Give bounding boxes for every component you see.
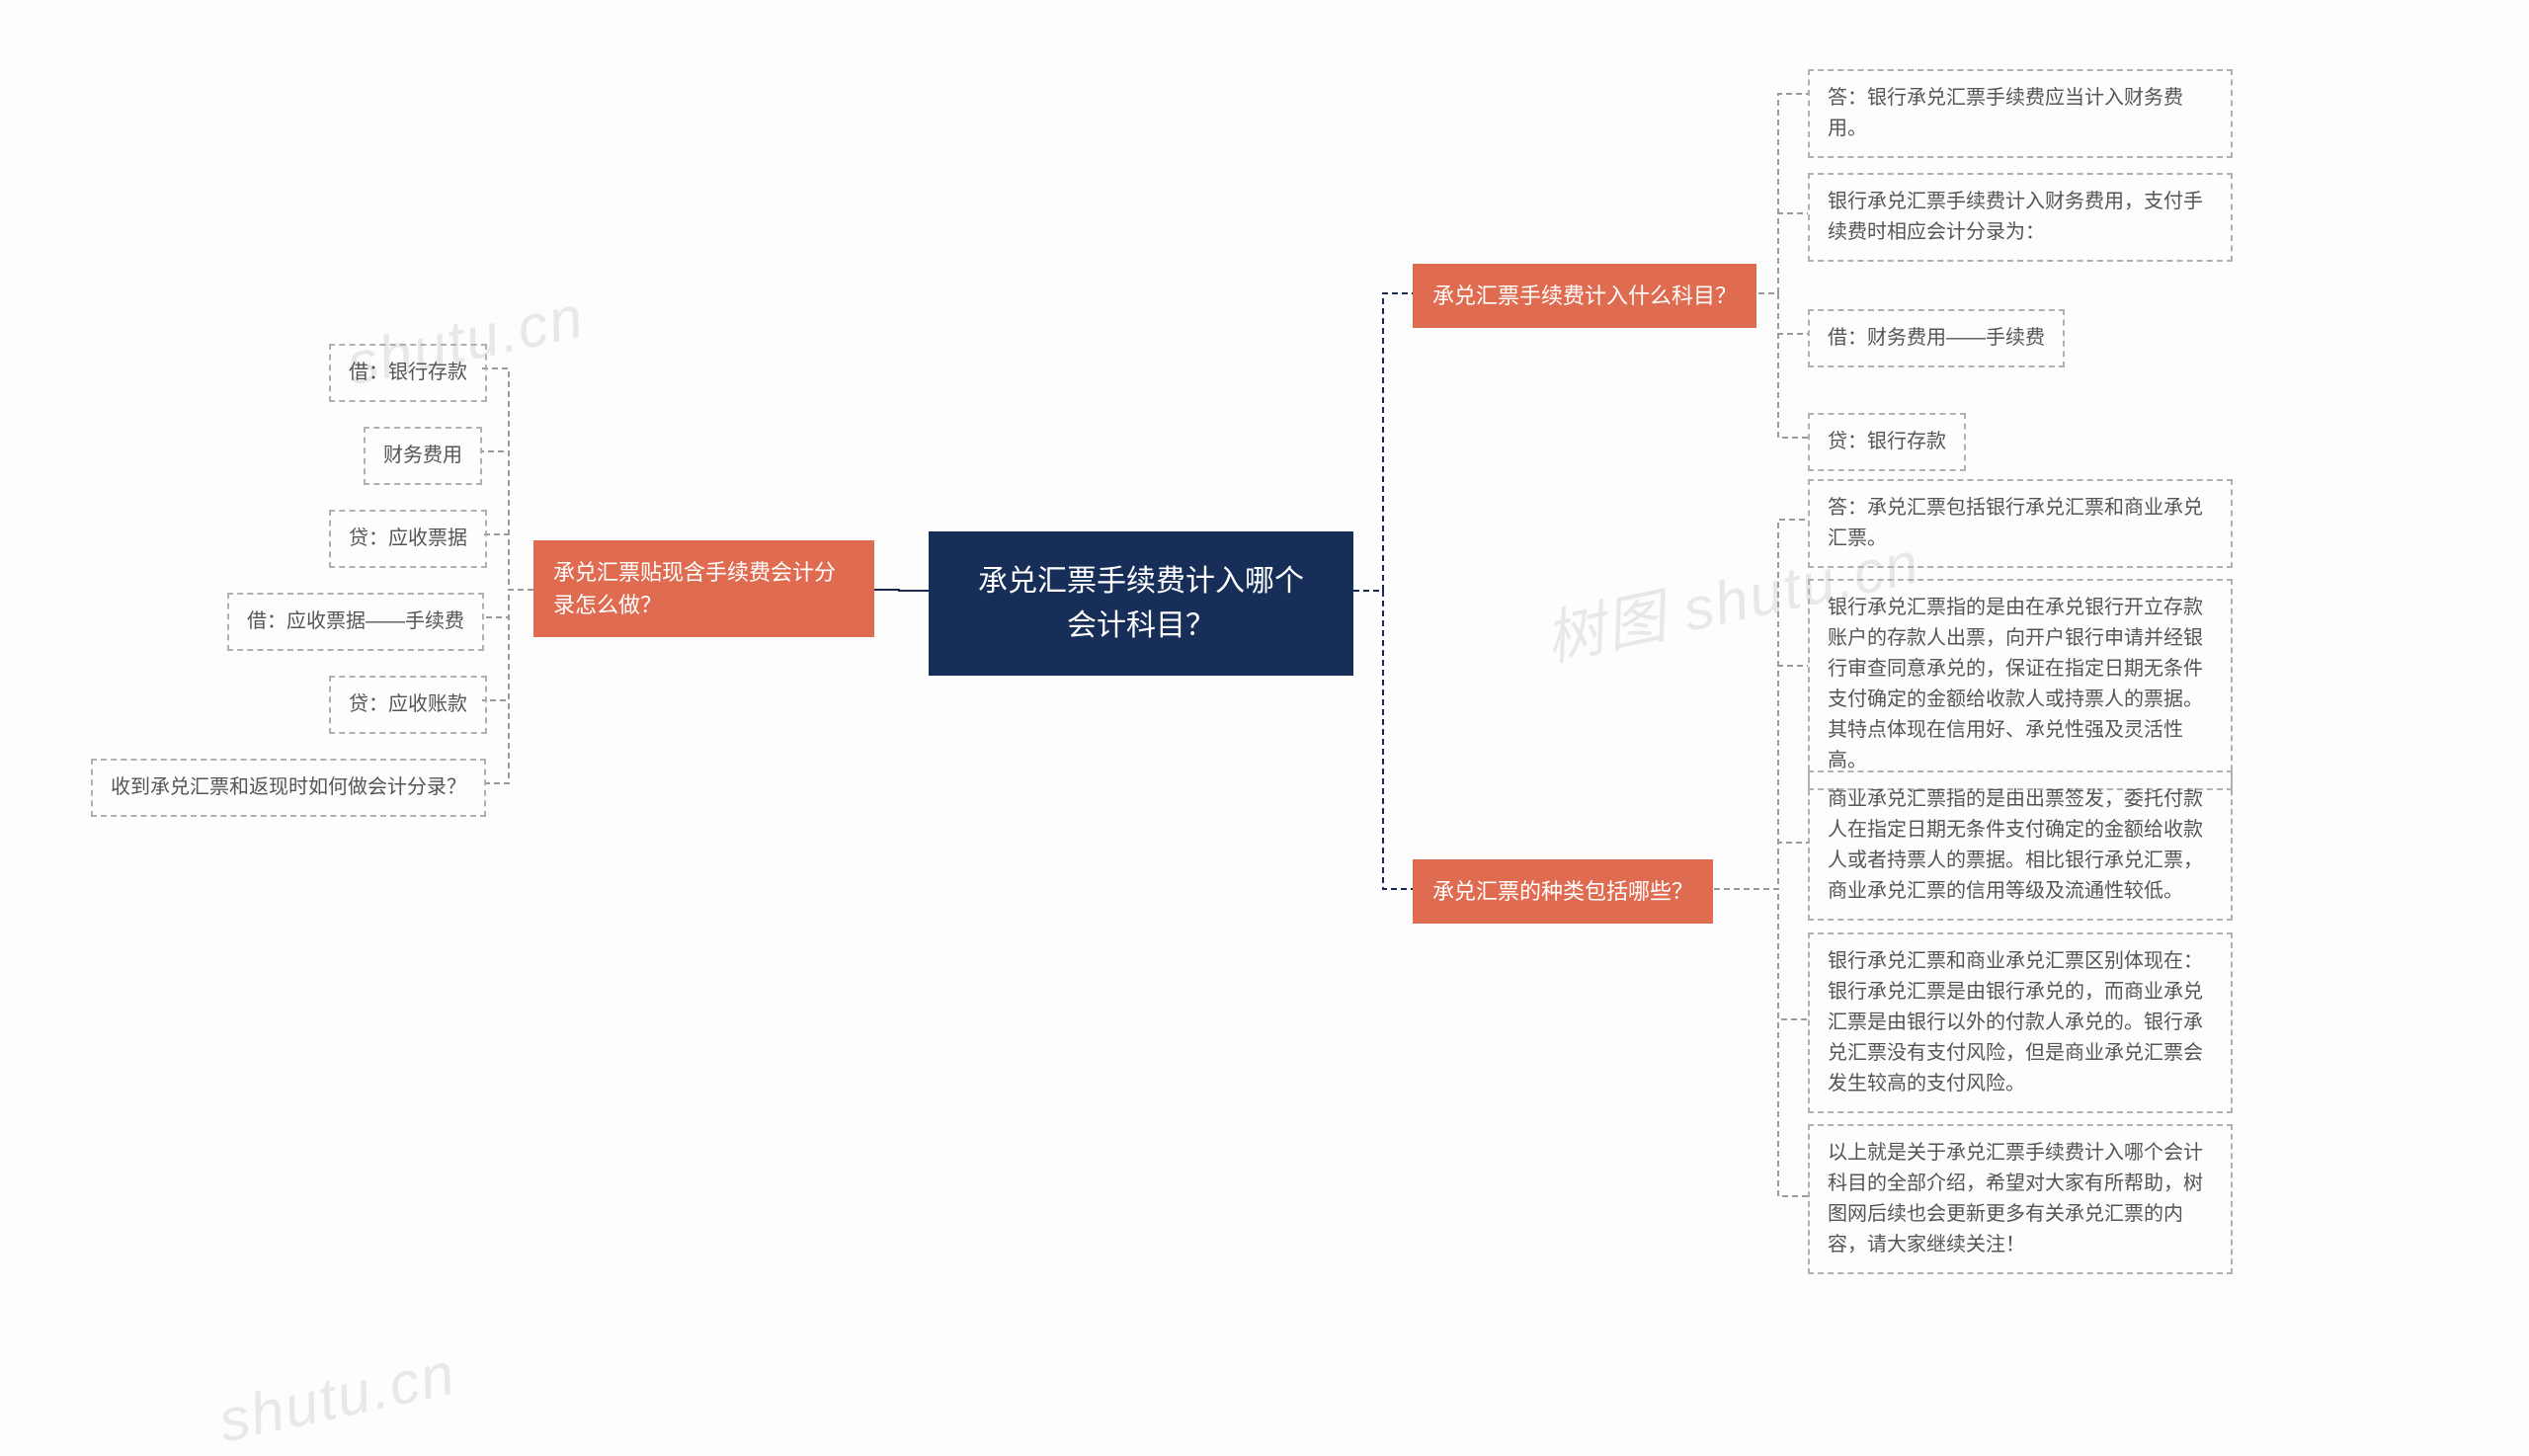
leaf-text: 银行承兑汇票和商业承兑汇票区别体现在：银行承兑汇票是由银行承兑的，而商业承兑汇票… xyxy=(1828,950,2203,1094)
leaf-text: 借：应收票据——手续费 xyxy=(247,610,464,632)
leaf-node[interactable]: 贷：银行存款 xyxy=(1808,413,1966,471)
leaf-text: 答：承兑汇票包括银行承兑汇票和商业承兑汇票。 xyxy=(1828,497,2203,549)
leaf-text: 银行承兑汇票指的是由在承兑银行开立存款账户的存款人出票，向开户银行申请并经银行审… xyxy=(1828,597,2203,771)
watermark: shutu.cn xyxy=(212,1339,461,1456)
leaf-node[interactable]: 以上就是关于承兑汇票手续费计入哪个会计科目的全部介绍，希望对大家有所帮助，树图网… xyxy=(1808,1124,2233,1274)
leaf-node[interactable]: 银行承兑汇票手续费计入财务费用，支付手续费时相应会计分录为： xyxy=(1808,173,2233,262)
leaf-text: 借：财务费用——手续费 xyxy=(1828,327,2045,349)
leaf-text: 贷：应收账款 xyxy=(349,693,467,715)
leaf-node[interactable]: 财务费用 xyxy=(364,427,482,485)
branch-label: 承兑汇票手续费计入什么科目？ xyxy=(1432,283,1737,308)
leaf-node[interactable]: 借：银行存款 xyxy=(329,344,487,402)
leaf-node[interactable]: 答：承兑汇票包括银行承兑汇票和商业承兑汇票。 xyxy=(1808,479,2233,568)
leaf-node[interactable]: 收到承兑汇票和返现时如何做会计分录？ xyxy=(91,759,486,817)
leaf-text: 财务费用 xyxy=(383,445,462,466)
branch-right-2[interactable]: 承兑汇票的种类包括哪些？ xyxy=(1413,859,1713,924)
root-label: 承兑汇票手续费计入哪个 会计科目？ xyxy=(964,559,1318,648)
leaf-text: 答：银行承兑汇票手续费应当计入财务费用。 xyxy=(1828,87,2183,139)
leaf-node[interactable]: 借：应收票据——手续费 xyxy=(227,593,484,651)
leaf-node[interactable]: 贷：应收账款 xyxy=(329,676,487,734)
mindmap-canvas: shutu.cn 树图 shutu.cn shutu.cn 承兑汇票手续费计入哪… xyxy=(0,0,2529,1442)
leaf-node[interactable]: 答：银行承兑汇票手续费应当计入财务费用。 xyxy=(1808,69,2233,158)
leaf-text: 银行承兑汇票手续费计入财务费用，支付手续费时相应会计分录为： xyxy=(1828,191,2203,243)
branch-right-1[interactable]: 承兑汇票手续费计入什么科目？ xyxy=(1413,264,1756,328)
leaf-node[interactable]: 银行承兑汇票和商业承兑汇票区别体现在：银行承兑汇票是由银行承兑的，而商业承兑汇票… xyxy=(1808,932,2233,1113)
leaf-text: 商业承兑汇票指的是由出票签发，委托付款人在指定日期无条件支付确定的金额给收款人或… xyxy=(1828,788,2203,902)
leaf-node[interactable]: 商业承兑汇票指的是由出票签发，委托付款人在指定日期无条件支付确定的金额给收款人或… xyxy=(1808,770,2233,921)
branch-label: 承兑汇票的种类包括哪些？ xyxy=(1432,879,1693,904)
leaf-node[interactable]: 贷：应收票据 xyxy=(329,510,487,568)
branch-label: 承兑汇票贴现含手续费会计分录怎么做？ xyxy=(553,560,836,617)
leaf-text: 贷：银行存款 xyxy=(1828,431,1946,452)
leaf-node[interactable]: 借：财务费用——手续费 xyxy=(1808,309,2065,367)
root-node[interactable]: 承兑汇票手续费计入哪个 会计科目？ xyxy=(929,531,1353,676)
leaf-node[interactable]: 银行承兑汇票指的是由在承兑银行开立存款账户的存款人出票，向开户银行申请并经银行审… xyxy=(1808,579,2233,790)
leaf-text: 收到承兑汇票和返现时如何做会计分录？ xyxy=(111,776,466,798)
leaf-text: 贷：应收票据 xyxy=(349,527,467,549)
branch-left[interactable]: 承兑汇票贴现含手续费会计分录怎么做？ xyxy=(533,540,874,637)
leaf-text: 以上就是关于承兑汇票手续费计入哪个会计科目的全部介绍，希望对大家有所帮助，树图网… xyxy=(1828,1142,2203,1255)
leaf-text: 借：银行存款 xyxy=(349,362,467,383)
